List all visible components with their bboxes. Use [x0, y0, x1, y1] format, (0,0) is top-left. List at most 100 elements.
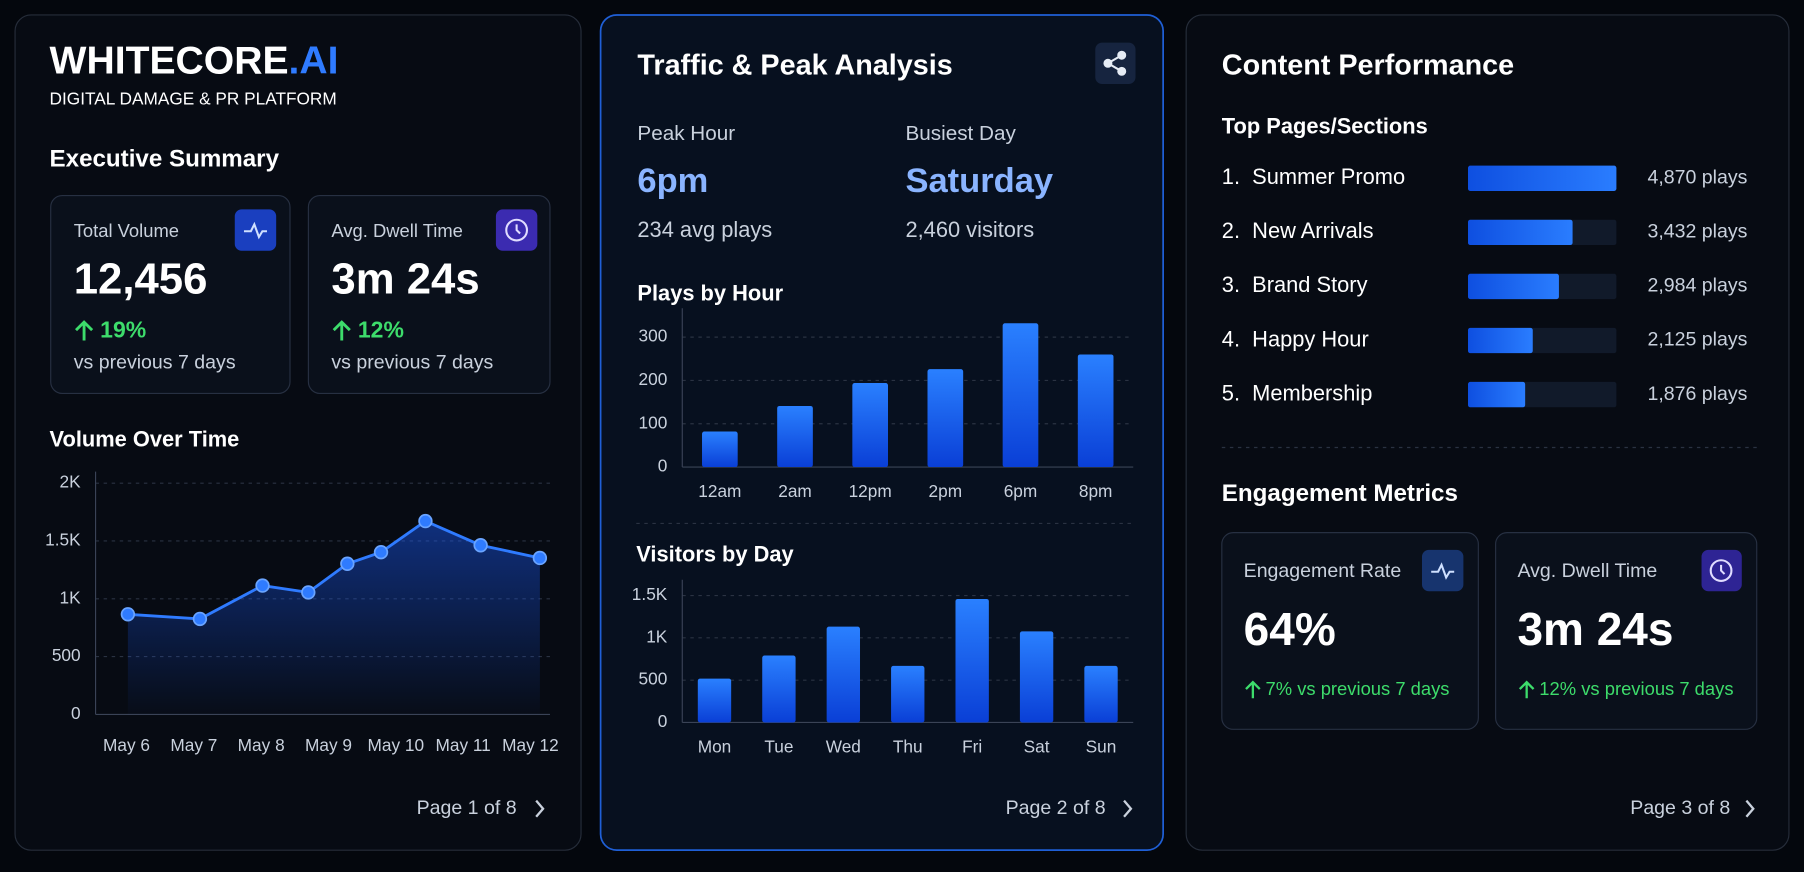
y-tick-label: 300 — [639, 326, 668, 346]
row-label: 4. Happy Hour — [1222, 326, 1369, 351]
point — [340, 556, 355, 571]
x-tick-label: 12pm — [849, 481, 892, 501]
x-tick-label: Sun — [1086, 736, 1117, 756]
up-arrow — [74, 320, 94, 341]
card — [1221, 532, 1479, 730]
stat-note: 2,460 visitors — [905, 217, 1034, 242]
bar — [955, 599, 989, 723]
stat-label: Busiest Day — [905, 122, 1016, 145]
x-tick-label: Sat — [1024, 736, 1050, 756]
bar — [1084, 665, 1118, 723]
card-change: 19% — [100, 316, 146, 342]
card — [50, 194, 291, 395]
x-tick-label: May 8 — [238, 735, 285, 755]
y-tick-label: 1.5K — [45, 530, 81, 550]
section-title: Executive Summary — [50, 145, 280, 172]
y-tick-label: 200 — [639, 369, 668, 389]
clock-icon — [505, 218, 529, 242]
bar — [777, 405, 813, 468]
value-label: 3,432 plays — [1647, 221, 1747, 243]
tagline: DIGITAL DAMAGE & PR PLATFORM — [50, 89, 337, 109]
x-tick-label: May 11 — [435, 735, 490, 755]
point — [532, 550, 548, 566]
card-change: 12% vs previous 7 days — [1539, 678, 1733, 699]
panel-title: Content Performance — [1222, 49, 1514, 81]
bar — [762, 655, 796, 723]
next-button[interactable] — [1123, 799, 1133, 818]
pulse-icon — [1431, 562, 1455, 580]
x-tick-label: Thu — [893, 736, 923, 756]
card — [1495, 532, 1758, 730]
value-label: 1,876 plays — [1647, 383, 1747, 405]
value-label: 4,870 plays — [1647, 166, 1747, 188]
bar — [1467, 273, 1559, 300]
bar — [1002, 323, 1039, 468]
y-tick-label: 0 — [658, 711, 668, 731]
point — [120, 607, 136, 622]
y-tick-label: 500 — [639, 669, 668, 689]
point — [418, 513, 433, 529]
value-label: 2,984 plays — [1647, 275, 1747, 297]
chart-title: Plays by Hour — [637, 280, 783, 305]
bar — [1019, 631, 1054, 723]
up-arrow — [1518, 680, 1535, 699]
x-tick-label: 2am — [778, 481, 812, 501]
clock-hand — [1720, 564, 1726, 575]
row-label: 1. Summer Promo — [1222, 164, 1405, 189]
x-tick-label: Tue — [764, 736, 793, 756]
bar — [1467, 219, 1573, 246]
x-tick-label: Mon — [698, 736, 732, 756]
next-button[interactable] — [1745, 799, 1755, 818]
point — [301, 585, 316, 600]
bar — [1467, 381, 1526, 408]
page-indicator: Page 2 of 8 — [1006, 797, 1106, 819]
bar — [927, 369, 964, 468]
section-title: Engagement Metrics — [1222, 480, 1458, 507]
value-label: 2,125 plays — [1647, 329, 1747, 351]
next-button[interactable] — [535, 799, 545, 818]
card — [307, 194, 551, 395]
page-indicator: Page 1 of 8 — [417, 797, 517, 819]
x-tick-label: May 12 — [502, 735, 559, 755]
x-tick-label: 12am — [698, 481, 741, 501]
y-tick-label: 0 — [71, 703, 81, 723]
bar — [1077, 354, 1114, 468]
y-tick-label: 1K — [60, 587, 82, 607]
stat-label: Peak Hour — [637, 122, 735, 145]
x-tick-label: Wed — [826, 736, 861, 756]
clock-icon — [1709, 559, 1733, 582]
card-label: Avg. Dwell Time — [1517, 560, 1657, 582]
y-tick-label: 0 — [658, 456, 668, 476]
card-note: vs previous 7 days — [74, 352, 236, 374]
bar — [1467, 327, 1533, 354]
x-tick-label: May 9 — [305, 735, 352, 755]
bar — [826, 626, 861, 723]
point — [192, 611, 208, 627]
card-label: Total Volume — [74, 220, 179, 241]
brand: WHITECORE.AI — [50, 40, 339, 83]
page-indicator: Page 3 of 8 — [1630, 797, 1730, 819]
y-tick-label: 1K — [646, 626, 668, 646]
point — [255, 578, 270, 593]
stat-value: Saturday — [905, 162, 1053, 200]
x-tick-label: May 6 — [103, 735, 150, 755]
point — [473, 538, 488, 553]
pulse-icon — [243, 221, 267, 240]
share-button[interactable] — [1095, 42, 1136, 84]
row-label: 5. Membership — [1222, 380, 1373, 405]
y-tick-label: 100 — [639, 412, 668, 432]
bar — [891, 665, 925, 723]
y-tick-label: 1.5K — [632, 584, 668, 604]
chart-title: Visitors by Day — [636, 541, 794, 566]
card-value: 12,456 — [74, 254, 208, 303]
x-tick-label: Fri — [962, 736, 982, 756]
point — [373, 544, 389, 560]
row-label: 2. New Arrivals — [1222, 218, 1374, 243]
row-label: 3. Brand Story — [1222, 272, 1368, 297]
x-tick-label: 8pm — [1079, 481, 1113, 501]
up-arrow — [332, 320, 351, 341]
share-icon — [1103, 50, 1127, 76]
stat-note: 234 avg plays — [637, 217, 772, 242]
bar — [697, 678, 732, 723]
